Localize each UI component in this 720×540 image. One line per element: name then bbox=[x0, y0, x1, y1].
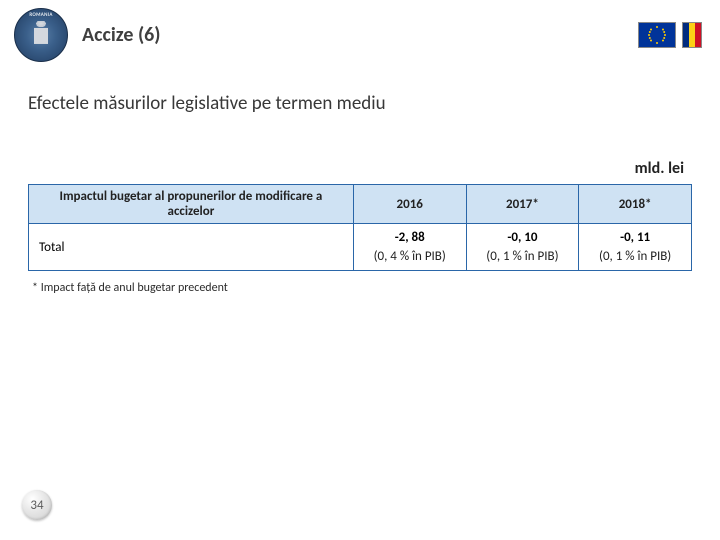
table-row: Total -2, 88 -0, 10 -0, 11 bbox=[29, 224, 692, 248]
slide-title: Accize (6) bbox=[82, 23, 161, 47]
slide-header: Accize (6) bbox=[0, 0, 720, 70]
row-label: Total bbox=[29, 224, 354, 271]
col-header-2017: 2017* bbox=[466, 185, 579, 224]
unit-label: mld. lei bbox=[28, 159, 692, 178]
cell-2017-value: -0, 10 bbox=[466, 224, 579, 248]
col-header-label: Impactul bugetar al propunerilor de modi… bbox=[29, 185, 354, 224]
eu-flag-icon bbox=[638, 22, 676, 48]
cell-2018-sub: (0, 1 % în PIB) bbox=[579, 247, 692, 271]
page-number-badge: 34 bbox=[22, 490, 52, 520]
footnote: * Impact față de anul bugetar precedent bbox=[28, 281, 692, 295]
ro-flag-icon bbox=[682, 22, 702, 48]
cell-2018-value: -0, 11 bbox=[579, 224, 692, 248]
cell-2017-sub: (0, 1 % în PIB) bbox=[466, 247, 579, 271]
col-header-2018: 2018* bbox=[579, 185, 692, 224]
mfp-seal-icon bbox=[14, 8, 68, 62]
flag-group bbox=[638, 22, 702, 48]
section-title: Efectele măsurilor legislative pe termen… bbox=[28, 92, 692, 115]
impact-table: Impactul bugetar al propunerilor de modi… bbox=[28, 184, 692, 271]
cell-2016-value: -2, 88 bbox=[353, 224, 466, 248]
slide-content: Efectele măsurilor legislative pe termen… bbox=[0, 70, 720, 295]
col-header-2016: 2016 bbox=[353, 185, 466, 224]
page-number: 34 bbox=[30, 498, 43, 513]
table-header-row: Impactul bugetar al propunerilor de modi… bbox=[29, 185, 692, 224]
cell-2016-sub: (0, 4 % în PIB) bbox=[353, 247, 466, 271]
header-left: Accize (6) bbox=[14, 8, 161, 62]
